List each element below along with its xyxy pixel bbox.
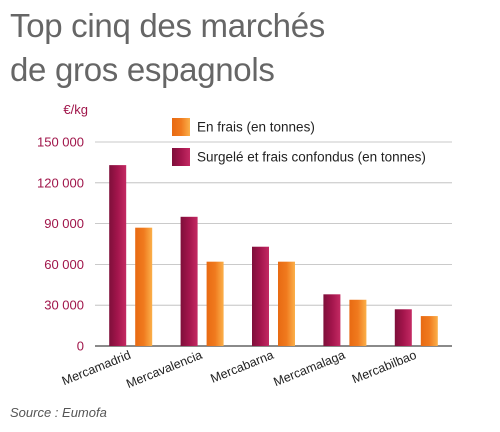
- bar-surgele-frais: [252, 246, 269, 346]
- y-tick-label: 30 000: [44, 298, 84, 313]
- x-category-label: Mercamalaga: [272, 348, 348, 389]
- x-category-label: Mercamadrid: [60, 348, 133, 388]
- x-category-label: Mercavalencia: [124, 348, 204, 391]
- bar-surgele-frais: [394, 309, 412, 346]
- bar-en-frais: [135, 227, 153, 346]
- y-tick-label: 0: [77, 339, 84, 354]
- source-note: Source : Eumofa: [10, 405, 107, 420]
- bar-surgele-frais: [180, 216, 198, 346]
- x-category-label: Mercabilbao: [350, 348, 418, 387]
- chart-title: Top cinq des marchés de gros espagnols: [10, 4, 325, 92]
- bar-en-frais: [349, 299, 367, 346]
- legend-en-frais-swatch: [172, 118, 190, 136]
- bar-en-frais: [420, 316, 438, 346]
- bar-en-frais: [278, 261, 295, 346]
- bar-en-frais: [206, 261, 224, 346]
- y-tick-label: 60 000: [44, 257, 84, 272]
- y-axis-unit-label: €/kg: [63, 102, 88, 117]
- x-category-label: Mercabarna: [209, 348, 276, 386]
- chart-title-line-1: Top cinq des marchés: [10, 7, 325, 44]
- bar-surgele-frais: [323, 294, 341, 346]
- legend-en-frais-label: En frais (en tonnes): [197, 120, 315, 135]
- chart-title-line-2: de gros espagnols: [10, 51, 275, 88]
- bar-surgele-frais: [109, 165, 127, 346]
- y-tick-label: 120 000: [37, 175, 84, 190]
- y-tick-label: 150 000: [37, 135, 84, 150]
- legend-surgele-frais-swatch: [172, 148, 190, 166]
- legend-surgele-frais-label: Surgelé et frais confondus (en tonnes): [197, 150, 426, 165]
- y-tick-label: 90 000: [44, 216, 84, 231]
